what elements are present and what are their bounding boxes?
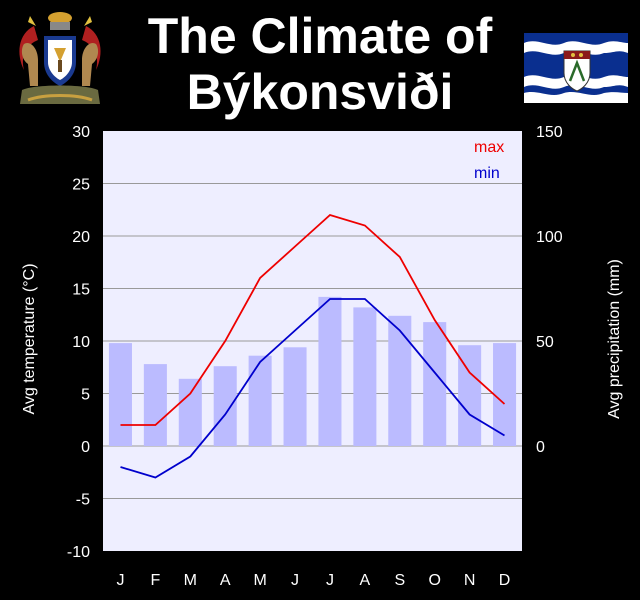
- precipitation-bar: [458, 345, 482, 446]
- title-line-2: Býkonsviði: [186, 64, 454, 120]
- legend-max: max: [474, 139, 504, 156]
- precipitation-bar: [353, 307, 377, 446]
- month-tick-label: J: [291, 572, 299, 589]
- precipitation-bar: [108, 343, 132, 446]
- temperature-axis-label: Avg temperature (°C): [21, 263, 38, 414]
- precipitation-bars: [108, 296, 517, 446]
- month-tick-label: A: [220, 572, 231, 589]
- temperature-tick-label: 20: [72, 229, 90, 246]
- temperature-tick-label: 25: [72, 177, 90, 194]
- title-line-1: The Climate of: [147, 8, 493, 64]
- month-tick-label: O: [428, 572, 440, 589]
- precipitation-bar: [493, 343, 517, 446]
- coat-of-arms-icon: [19, 12, 101, 104]
- precipitation-axis-label: Avg precipitation (mm): [606, 259, 623, 419]
- legend: max min: [474, 139, 504, 182]
- precipitation-bar: [283, 347, 307, 446]
- legend-min: min: [474, 165, 500, 182]
- max-temperature-line: [120, 213, 506, 426]
- month-tick-label: N: [464, 572, 476, 589]
- temperature-lines: [120, 213, 506, 479]
- chart-title: The Climate of Býkonsviði: [120, 8, 520, 120]
- temperature-tick-label: 30: [72, 124, 90, 141]
- temperature-tick-label: 15: [72, 282, 90, 299]
- precipitation-bar: [143, 364, 167, 446]
- month-tick-label: J: [326, 572, 334, 589]
- precipitation-tick-label: 150: [536, 124, 563, 141]
- month-tick-label: M: [253, 572, 266, 589]
- month-tick-label: S: [394, 572, 405, 589]
- month-tick-label: D: [499, 572, 511, 589]
- precipitation-tick-label: 50: [536, 334, 554, 351]
- precipitation-bar: [213, 366, 237, 446]
- month-tick-label: A: [360, 572, 371, 589]
- temperature-tick-label: 0: [81, 439, 90, 456]
- precipitation-axis-ticks: 0 50 100 150: [536, 124, 563, 456]
- precipitation-tick-label: 100: [536, 229, 563, 246]
- temperature-tick-label: 10: [72, 334, 90, 351]
- temperature-axis-ticks: -10 -5 0 5 10 15 20 25 30: [67, 124, 90, 561]
- min-temperature-line: [120, 298, 505, 479]
- precipitation-bar: [178, 378, 202, 446]
- month-tick-label: J: [116, 572, 124, 589]
- month-tick-label: F: [150, 572, 160, 589]
- temperature-tick-label: -10: [67, 544, 90, 561]
- wavy-flag-icon: [524, 33, 628, 103]
- precipitation-bar: [248, 355, 272, 446]
- precipitation-bar: [318, 296, 342, 446]
- temperature-tick-label: 5: [81, 387, 90, 404]
- gridlines: [103, 183, 522, 499]
- precipitation-tick-label: 0: [536, 439, 545, 456]
- precipitation-bar: [423, 322, 447, 446]
- month-tick-label: M: [184, 572, 197, 589]
- precipitation-bar: [388, 315, 412, 446]
- temperature-tick-label: -5: [76, 492, 90, 509]
